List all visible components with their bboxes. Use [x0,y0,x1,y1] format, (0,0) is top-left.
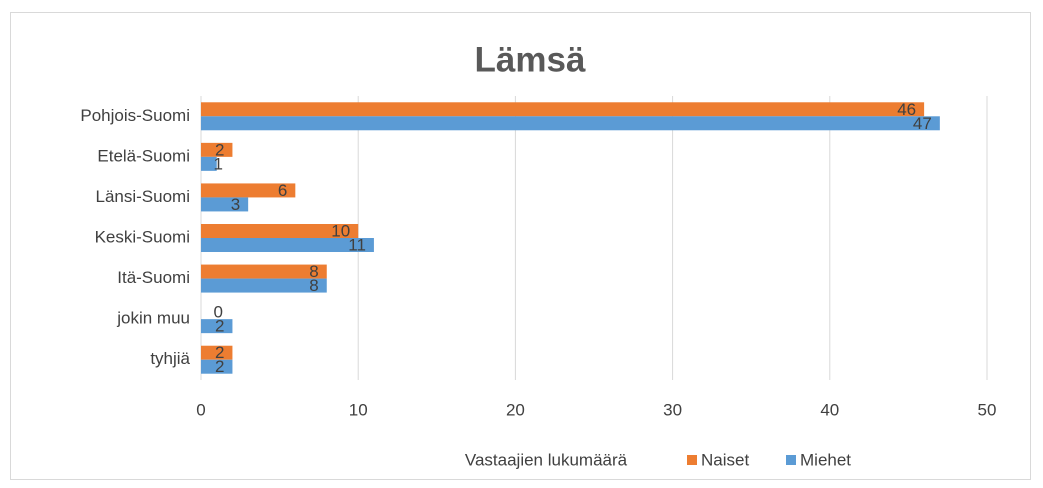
bar [201,183,296,198]
legend-label: Miehet [800,450,851,469]
data-label: 8 [309,262,318,281]
legend-swatch [786,455,796,465]
data-label: 2 [215,357,224,376]
legend-label: Naiset [701,450,749,469]
data-label: 47 [913,114,932,133]
x-tick-label: 10 [349,400,368,419]
x-tick-label: 20 [506,400,525,419]
bar [201,319,233,334]
data-label: 10 [331,221,350,240]
x-tick-label: 50 [978,400,997,419]
bar [201,264,327,279]
bar [201,345,233,360]
bar [201,102,925,117]
legend-swatch [687,455,697,465]
x-axis-label: Vastaajien lukumäärä [465,450,628,469]
data-label: 2 [215,140,224,159]
data-label: 3 [231,195,240,214]
data-label: 8 [309,276,318,295]
data-label: 1 [214,154,223,173]
x-tick-label: 0 [196,400,205,419]
bar [201,238,374,252]
bar [201,156,217,171]
data-label: 46 [897,100,916,119]
y-tick-label: Keski-Suomi [95,227,190,246]
data-label: 2 [215,317,224,336]
data-label: 0 [214,303,223,322]
bar [201,278,327,293]
chart-title: Lämsä [475,40,586,79]
bar [201,197,249,212]
x-tick-label: 30 [663,400,682,419]
data-label: 6 [278,181,287,200]
x-tick-label: 40 [820,400,839,419]
data-label: 11 [348,235,366,254]
chart-frame [10,12,1031,480]
y-tick-label: Itä-Suomi [117,268,190,287]
y-tick-label: jokin muu [116,309,190,328]
bar [201,224,359,238]
bar [201,116,940,131]
y-tick-label: tyhjiä [150,349,190,368]
bar [201,359,233,374]
y-tick-label: Etelä-Suomi [97,146,190,165]
y-tick-label: Länsi-Suomi [96,187,191,206]
bar [201,142,233,157]
data-label: 2 [215,343,224,362]
y-tick-label: Pohjois-Suomi [80,106,190,125]
